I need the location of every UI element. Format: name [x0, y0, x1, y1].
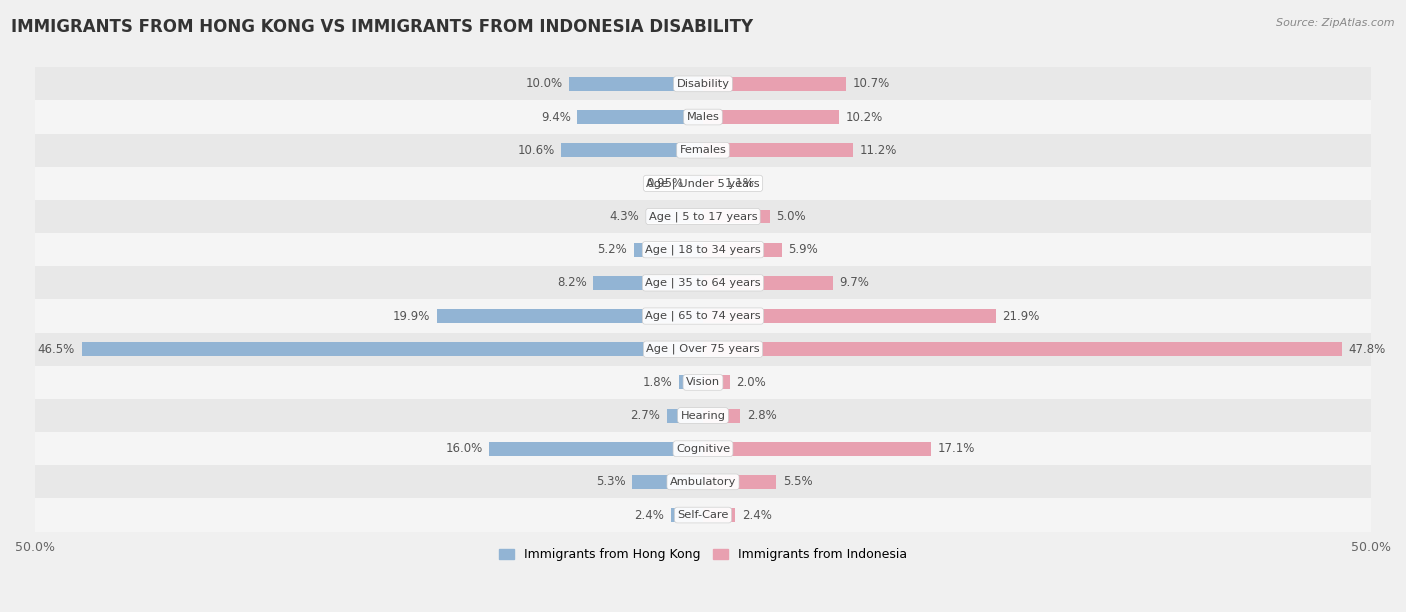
Bar	[35, 465, 1371, 498]
Text: 5.9%: 5.9%	[789, 243, 818, 256]
Bar	[35, 333, 1371, 366]
Text: IMMIGRANTS FROM HONG KONG VS IMMIGRANTS FROM INDONESIA DISABILITY: IMMIGRANTS FROM HONG KONG VS IMMIGRANTS …	[11, 18, 754, 36]
Bar	[35, 200, 1371, 233]
Text: 16.0%: 16.0%	[446, 442, 482, 455]
Text: 10.7%: 10.7%	[852, 77, 890, 91]
Text: 9.7%: 9.7%	[839, 277, 869, 289]
Text: 1.8%: 1.8%	[643, 376, 672, 389]
Bar	[703, 276, 832, 290]
Text: 17.1%: 17.1%	[938, 442, 976, 455]
Text: 2.4%: 2.4%	[634, 509, 664, 521]
Bar	[679, 375, 703, 389]
Text: Age | 65 to 74 years: Age | 65 to 74 years	[645, 311, 761, 321]
Bar	[489, 442, 703, 456]
Text: 2.4%: 2.4%	[742, 509, 772, 521]
Text: Age | Under 5 years: Age | Under 5 years	[647, 178, 759, 188]
Bar	[645, 209, 703, 223]
Bar	[437, 309, 703, 323]
Bar	[35, 266, 1371, 299]
Text: 2.8%: 2.8%	[747, 409, 778, 422]
Bar	[703, 143, 852, 157]
Bar	[593, 276, 703, 290]
Bar	[703, 508, 735, 522]
Text: 8.2%: 8.2%	[557, 277, 586, 289]
Bar	[633, 475, 703, 489]
Bar	[666, 409, 703, 422]
Text: 21.9%: 21.9%	[1002, 310, 1039, 323]
Bar	[703, 77, 846, 91]
Text: Vision: Vision	[686, 378, 720, 387]
Bar	[703, 176, 717, 190]
Text: Females: Females	[679, 145, 727, 155]
Bar	[561, 143, 703, 157]
Text: 1.1%: 1.1%	[724, 177, 754, 190]
Text: 10.0%: 10.0%	[526, 77, 562, 91]
Bar	[82, 342, 703, 356]
Bar	[703, 442, 931, 456]
Text: 5.0%: 5.0%	[776, 210, 806, 223]
Bar	[703, 409, 741, 422]
Bar	[703, 243, 782, 256]
Bar	[703, 475, 776, 489]
Bar	[690, 176, 703, 190]
Text: Age | Over 75 years: Age | Over 75 years	[647, 344, 759, 354]
Bar	[703, 209, 770, 223]
Bar	[35, 366, 1371, 399]
Text: Self-Care: Self-Care	[678, 510, 728, 520]
Text: 5.2%: 5.2%	[598, 243, 627, 256]
Text: 19.9%: 19.9%	[394, 310, 430, 323]
Bar	[35, 133, 1371, 167]
Text: Source: ZipAtlas.com: Source: ZipAtlas.com	[1277, 18, 1395, 28]
Bar	[35, 498, 1371, 532]
Text: Age | 5 to 17 years: Age | 5 to 17 years	[648, 211, 758, 222]
Text: 2.0%: 2.0%	[737, 376, 766, 389]
Bar	[578, 110, 703, 124]
Text: Hearing: Hearing	[681, 411, 725, 420]
Bar	[634, 243, 703, 256]
Bar	[35, 100, 1371, 133]
Bar	[703, 375, 730, 389]
Bar	[35, 299, 1371, 333]
Text: 10.2%: 10.2%	[846, 111, 883, 124]
Bar	[671, 508, 703, 522]
Text: 0.95%: 0.95%	[647, 177, 683, 190]
Bar	[35, 233, 1371, 266]
Text: Cognitive: Cognitive	[676, 444, 730, 453]
Bar	[703, 309, 995, 323]
Text: 5.5%: 5.5%	[783, 476, 813, 488]
Text: 11.2%: 11.2%	[859, 144, 897, 157]
Bar	[703, 110, 839, 124]
Text: 9.4%: 9.4%	[541, 111, 571, 124]
Text: 10.6%: 10.6%	[517, 144, 555, 157]
Text: Disability: Disability	[676, 79, 730, 89]
Bar	[35, 432, 1371, 465]
Bar	[703, 342, 1341, 356]
Text: 47.8%: 47.8%	[1348, 343, 1385, 356]
Text: 4.3%: 4.3%	[609, 210, 638, 223]
Bar	[35, 167, 1371, 200]
Text: Ambulatory: Ambulatory	[669, 477, 737, 487]
Text: 5.3%: 5.3%	[596, 476, 626, 488]
Bar	[35, 399, 1371, 432]
Bar	[35, 67, 1371, 100]
Text: Males: Males	[686, 112, 720, 122]
Legend: Immigrants from Hong Kong, Immigrants from Indonesia: Immigrants from Hong Kong, Immigrants fr…	[494, 543, 912, 566]
Text: 46.5%: 46.5%	[38, 343, 75, 356]
Text: 2.7%: 2.7%	[630, 409, 661, 422]
Text: Age | 35 to 64 years: Age | 35 to 64 years	[645, 278, 761, 288]
Text: Age | 18 to 34 years: Age | 18 to 34 years	[645, 244, 761, 255]
Bar	[569, 77, 703, 91]
